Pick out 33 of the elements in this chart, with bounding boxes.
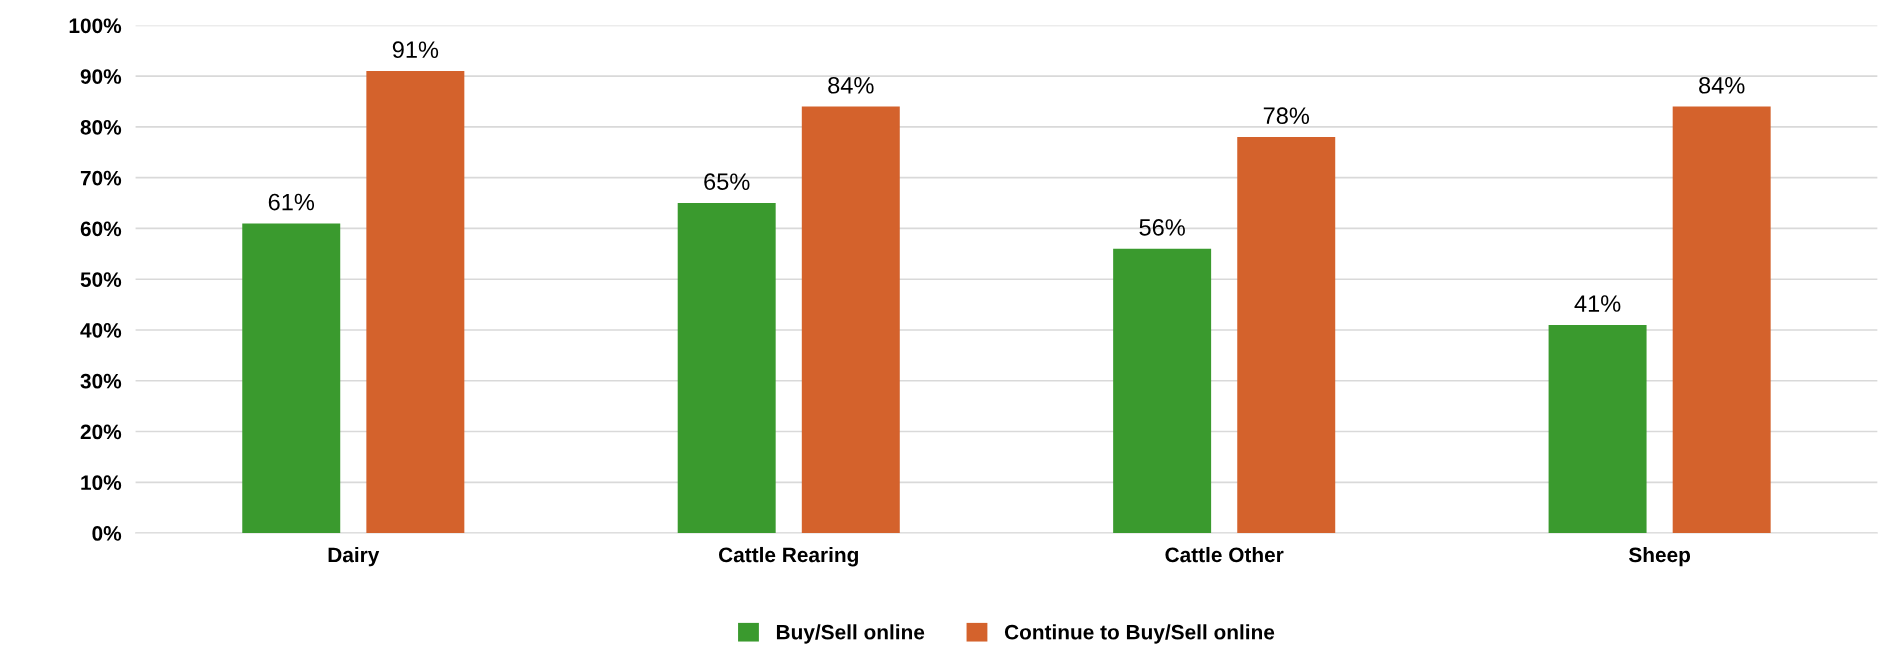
y-tick-label: 80% — [80, 119, 122, 135]
x-tick-label: Dairy — [328, 546, 380, 567]
y-tick-label: 70% — [80, 170, 122, 186]
data-label: 84% — [1699, 76, 1745, 94]
y-tick-label: 40% — [80, 322, 122, 338]
y-tick-label: 50% — [80, 272, 122, 287]
y-tick-label: 10% — [81, 475, 122, 491]
bar — [1237, 137, 1336, 534]
bar — [1672, 106, 1771, 534]
data-label: 41% — [1574, 295, 1621, 312]
y-tick-label: 100% — [69, 18, 122, 34]
legend-label: Continue to Buy/Sell online — [1004, 624, 1275, 644]
data-label: 91% — [392, 41, 439, 59]
data-label: 78% — [1263, 107, 1310, 125]
bar — [366, 71, 465, 534]
data-label: 61% — [268, 193, 315, 211]
bar — [801, 106, 900, 534]
bar — [677, 203, 776, 534]
data-label: 84% — [828, 76, 874, 94]
y-tick-label: 30% — [80, 373, 122, 389]
x-tick-label: Cattle Other — [1165, 546, 1284, 563]
bar — [1548, 324, 1647, 534]
bar — [242, 223, 341, 534]
y-tick-label: 60% — [80, 221, 122, 237]
bar — [1113, 248, 1212, 534]
legend-label: Buy/Sell online — [776, 624, 925, 644]
data-label: 56% — [1139, 219, 1185, 236]
y-tick-label: 90% — [80, 69, 122, 84]
data-label: 65% — [704, 173, 750, 191]
x-tick-label: Cattle Rearing — [718, 546, 858, 567]
y-tick-label: 20% — [80, 424, 122, 440]
y-tick-label: 0% — [92, 526, 122, 541]
x-tick-label: Sheep — [1628, 546, 1691, 567]
